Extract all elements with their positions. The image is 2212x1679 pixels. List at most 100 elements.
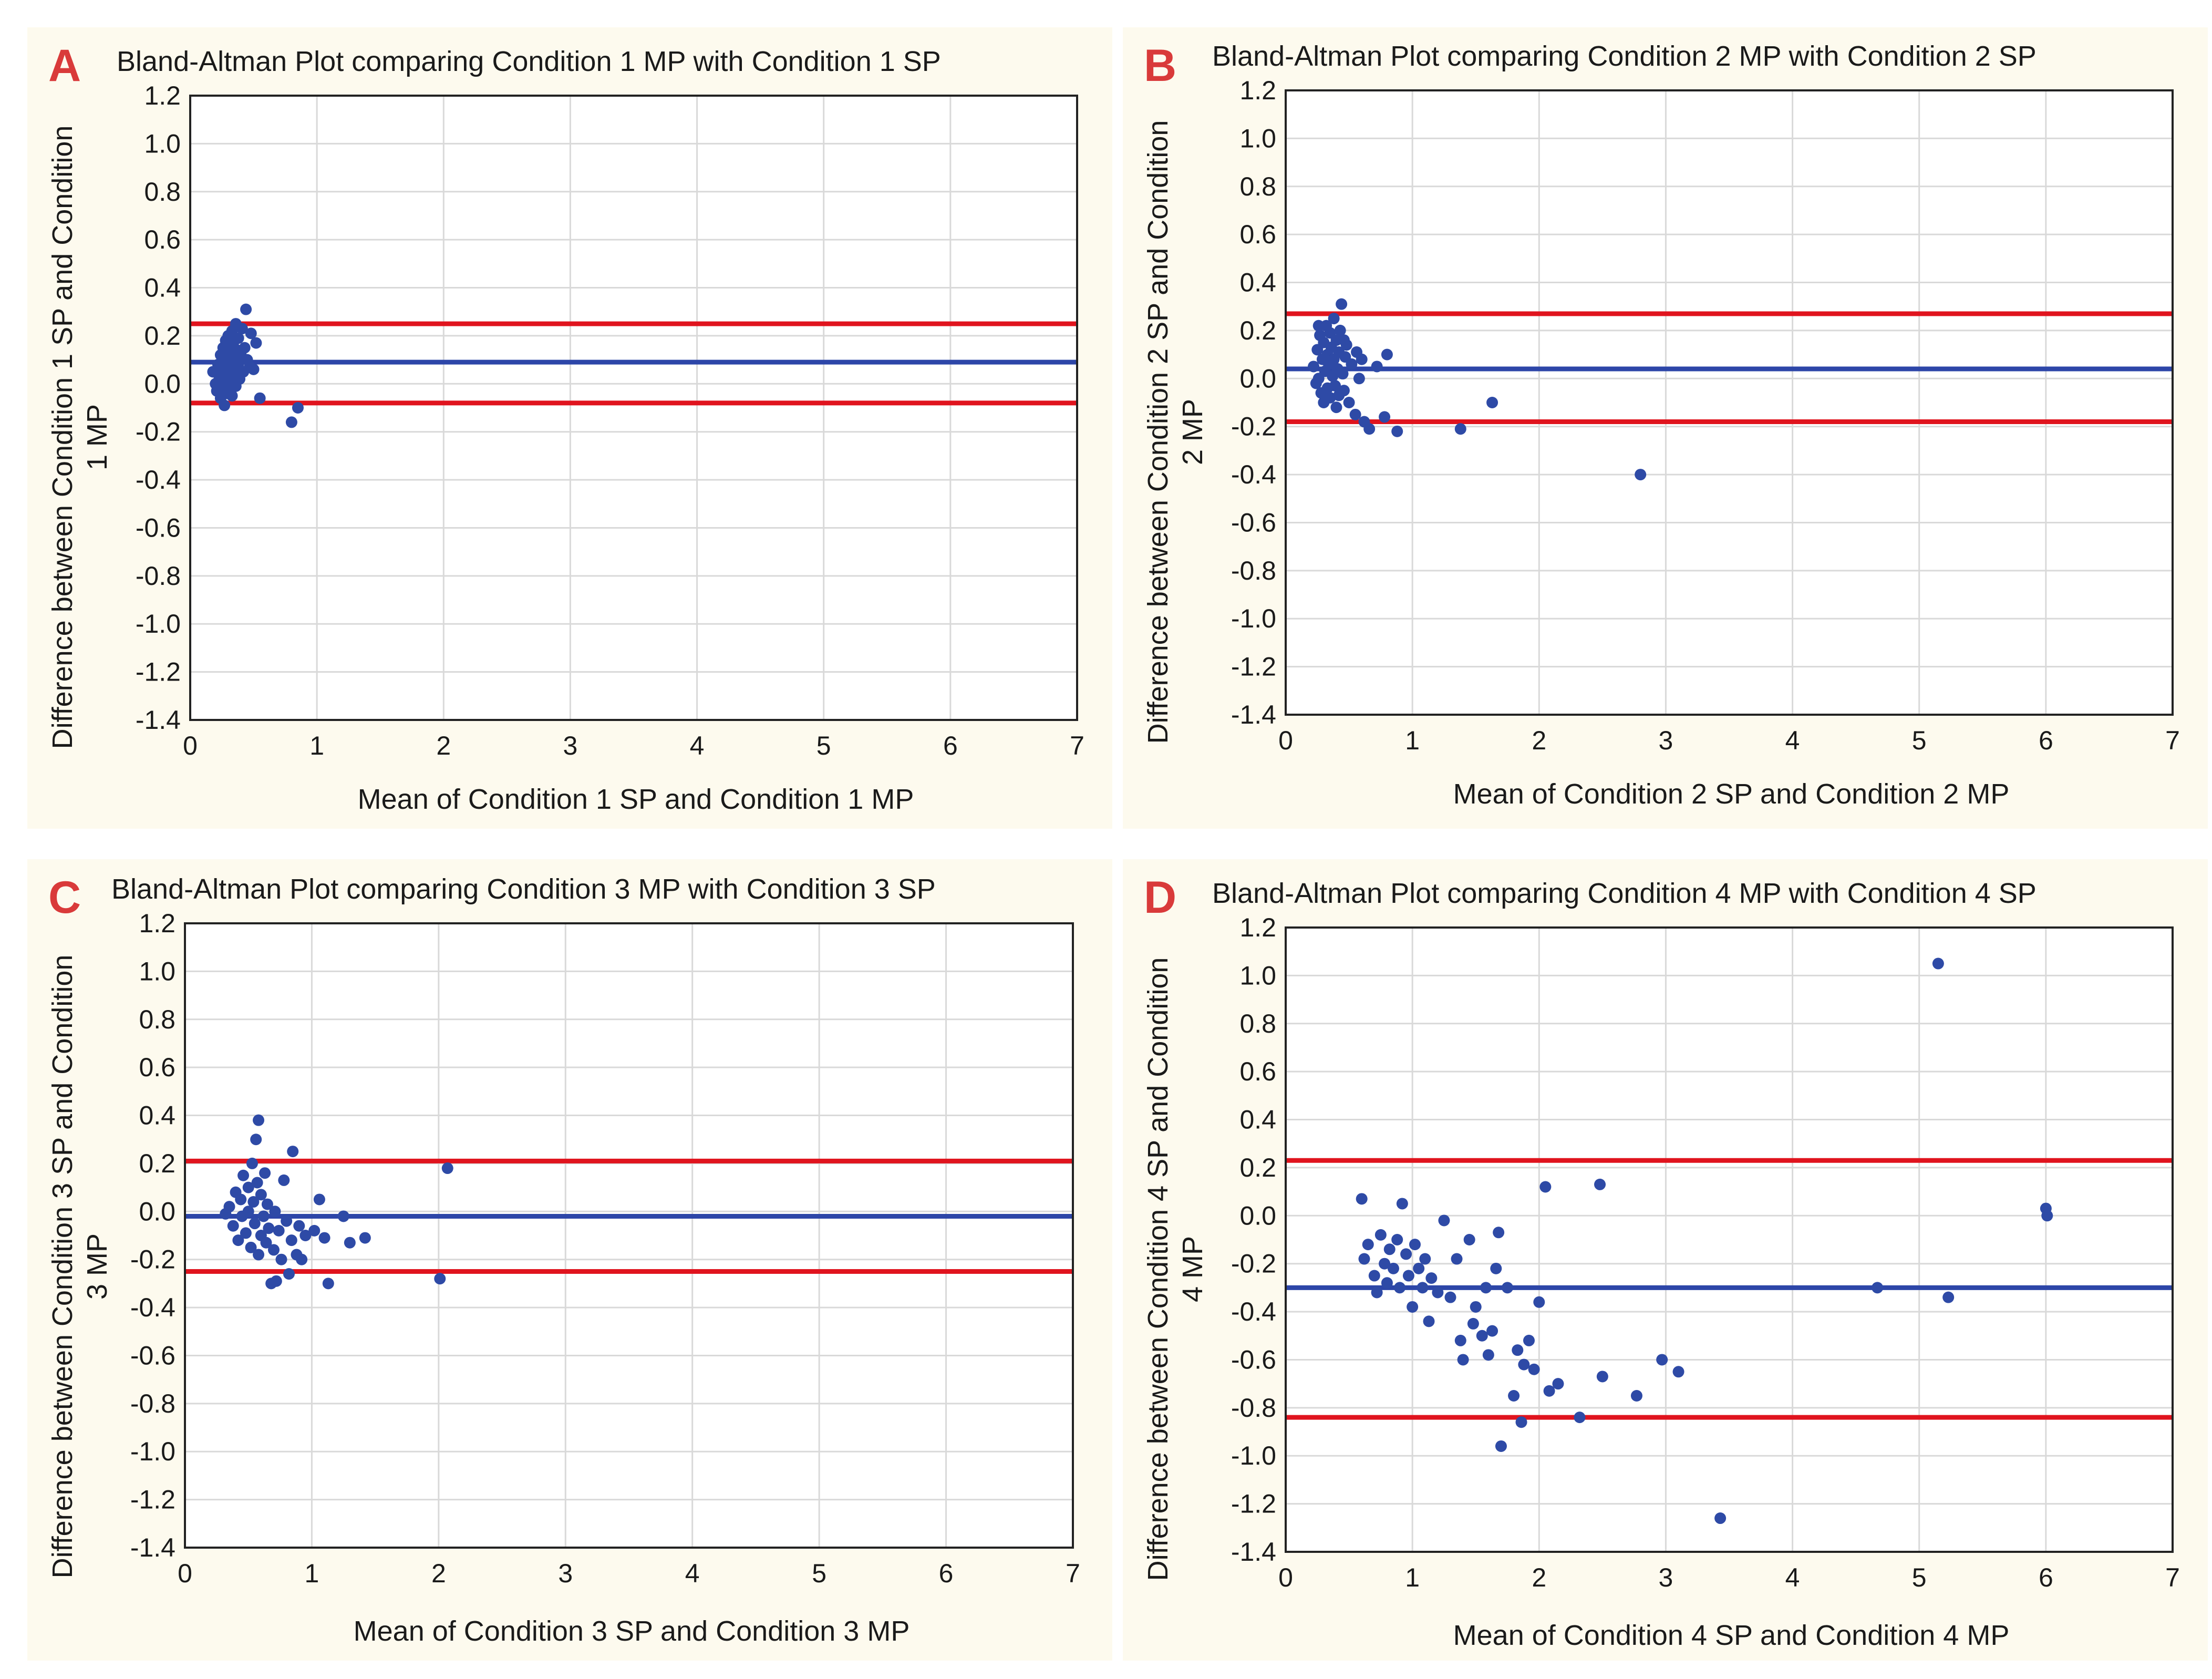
plot-frame bbox=[1285, 926, 2174, 1553]
data-point bbox=[313, 1193, 325, 1206]
data-point bbox=[1394, 1282, 1406, 1294]
chart-title: Bland-Altman Plot comparing Condition 2 … bbox=[1212, 40, 2037, 72]
data-point bbox=[1330, 401, 1342, 414]
chart-title: Bland-Altman Plot comparing Condition 4 … bbox=[1212, 878, 2037, 909]
x-tick-label: 3 bbox=[563, 731, 578, 760]
data-point bbox=[235, 1193, 247, 1206]
x-tick-label: 2 bbox=[436, 731, 451, 760]
data-point bbox=[1312, 320, 1325, 332]
y-tick-label: -0.4 bbox=[130, 1293, 175, 1322]
data-point bbox=[1325, 356, 1337, 368]
y-tick-label: 1.0 bbox=[1239, 123, 1276, 153]
x-tick-label: 5 bbox=[816, 731, 831, 760]
data-point bbox=[240, 303, 252, 315]
data-point bbox=[1381, 348, 1393, 360]
data-point bbox=[254, 392, 266, 404]
plot-area bbox=[1286, 90, 2173, 715]
data-point bbox=[268, 1244, 280, 1256]
data-point bbox=[253, 1114, 265, 1126]
data-point bbox=[299, 1230, 312, 1241]
data-point bbox=[245, 1241, 257, 1253]
data-point bbox=[245, 327, 257, 339]
y-tick-label: 0.6 bbox=[1239, 1057, 1276, 1086]
x-axis-label: Mean of Condition 3 SP and Condition 3 M… bbox=[353, 1615, 910, 1647]
data-point bbox=[344, 1237, 356, 1249]
x-tick-label: 1 bbox=[1405, 1563, 1420, 1592]
data-point bbox=[1338, 385, 1350, 397]
data-point bbox=[1432, 1286, 1444, 1299]
data-point bbox=[1356, 1193, 1368, 1205]
data-point bbox=[283, 1268, 295, 1280]
y-tick-label: 1.0 bbox=[1239, 961, 1276, 990]
x-tick-label: 1 bbox=[309, 731, 324, 760]
plot-svg: 0 1 2 3 4 5 6 7 1.2 1.0 0.8 0.6 0.4 0.2 0.0 -0.2 -0.4 -0.… bbox=[1231, 76, 2180, 755]
plot-area bbox=[190, 96, 1077, 720]
x-axis-label: Mean of Condition 4 SP and Condition 4 M… bbox=[1453, 1620, 2010, 1651]
data-point bbox=[318, 1232, 330, 1244]
y-tick-label: 0.8 bbox=[1239, 172, 1276, 201]
x-tick-label: 4 bbox=[685, 1559, 700, 1588]
y-tick-label: -1.0 bbox=[136, 609, 181, 638]
data-point bbox=[322, 1278, 334, 1290]
data-point bbox=[1467, 1317, 1479, 1330]
data-point bbox=[269, 1206, 281, 1218]
data-point bbox=[253, 1249, 265, 1261]
y-tick-label: 1.0 bbox=[139, 956, 175, 986]
y-tick-label: 1.2 bbox=[139, 909, 175, 938]
data-point bbox=[1328, 313, 1340, 325]
y-tick-label: 0.6 bbox=[1239, 220, 1276, 249]
data-point bbox=[1396, 1198, 1408, 1210]
y-tick-label: 0.6 bbox=[139, 1053, 175, 1082]
y-tick-label: 0.2 bbox=[1239, 316, 1276, 345]
chart-title: Bland-Altman Plot comparing Condition 1 … bbox=[117, 46, 941, 77]
x-tick-label: 6 bbox=[939, 1559, 954, 1588]
y-tick-label: -1.0 bbox=[1231, 1441, 1276, 1470]
data-point bbox=[1438, 1214, 1450, 1227]
data-point bbox=[227, 1220, 239, 1232]
y-tick-label: 0.4 bbox=[144, 273, 181, 303]
y-tick-label: 0.0 bbox=[144, 369, 181, 398]
data-point bbox=[285, 1234, 297, 1247]
y-tick-label: -0.4 bbox=[136, 465, 181, 495]
data-point bbox=[1490, 1262, 1502, 1274]
data-point bbox=[1346, 358, 1358, 370]
x-tick-label: 7 bbox=[1066, 1559, 1080, 1588]
x-tick-label: 1 bbox=[1405, 726, 1420, 755]
data-point bbox=[275, 1253, 287, 1265]
y-tick-label: -0.6 bbox=[130, 1341, 175, 1370]
data-point bbox=[292, 402, 304, 414]
data-point bbox=[1470, 1301, 1482, 1313]
data-point bbox=[236, 323, 248, 335]
data-point bbox=[1518, 1358, 1530, 1371]
data-point bbox=[1336, 298, 1348, 310]
data-point bbox=[434, 1273, 446, 1285]
data-point bbox=[1371, 360, 1383, 373]
data-point bbox=[260, 1237, 272, 1249]
data-point bbox=[1528, 1363, 1540, 1375]
y-tick-label: -0.6 bbox=[136, 513, 181, 542]
data-point bbox=[1596, 1371, 1608, 1383]
data-point bbox=[1425, 1272, 1438, 1284]
data-point bbox=[1502, 1282, 1513, 1294]
data-point bbox=[285, 416, 297, 428]
data-point bbox=[337, 1210, 349, 1222]
y-tick-label: 1.0 bbox=[144, 129, 181, 158]
y-axis-label: Difference between Condition 2 SP and Co… bbox=[1142, 120, 1208, 744]
data-point bbox=[242, 1181, 254, 1193]
data-point bbox=[1539, 1181, 1552, 1193]
y-tick-label: 0.0 bbox=[139, 1197, 175, 1226]
y-tick-label: 0.8 bbox=[139, 1005, 175, 1034]
data-point bbox=[1391, 425, 1403, 437]
data-point bbox=[1353, 373, 1365, 385]
plot-svg: 0 1 2 3 4 5 6 7 1.2 1.0 0.8 0.6 0.4 0.2 0.0 -0.2 -0.4 -0.… bbox=[130, 909, 1080, 1588]
data-point bbox=[247, 1196, 260, 1208]
data-point bbox=[263, 1222, 275, 1234]
data-point bbox=[1543, 1385, 1555, 1397]
data-point bbox=[247, 363, 260, 375]
y-tick-label: -0.4 bbox=[1231, 460, 1276, 489]
data-point bbox=[1402, 1270, 1414, 1282]
y-tick-label: 1.2 bbox=[1239, 76, 1276, 105]
y-tick-label: -0.6 bbox=[1231, 1345, 1276, 1374]
data-point bbox=[232, 332, 244, 344]
y-tick-label: 0.4 bbox=[1239, 1105, 1276, 1135]
